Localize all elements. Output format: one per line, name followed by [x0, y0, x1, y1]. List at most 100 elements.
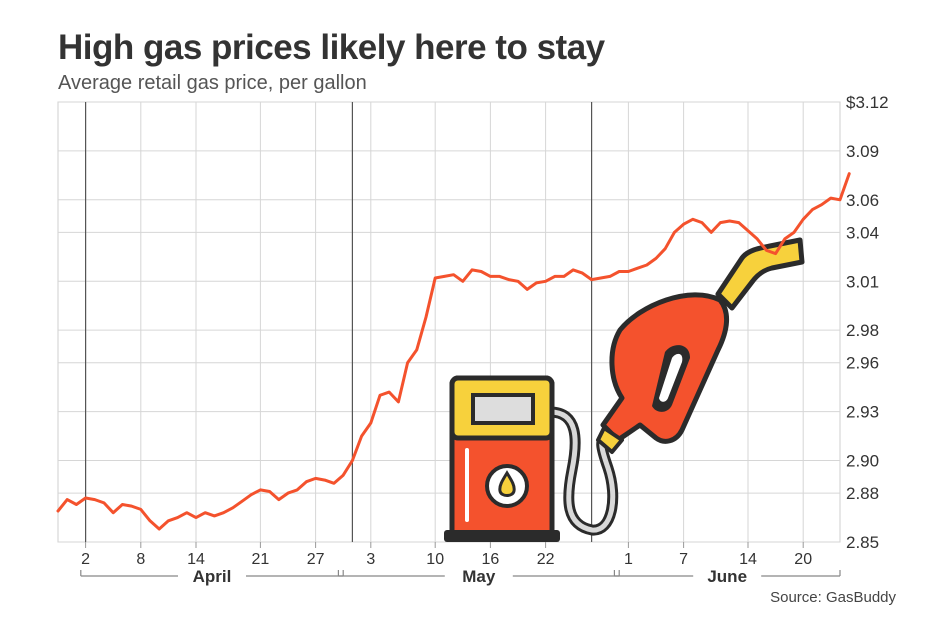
data-point [645, 263, 648, 267]
data-point [204, 511, 207, 514]
data-point [397, 400, 400, 404]
data-point [636, 267, 639, 270]
y-tick-label: 2.90 [846, 452, 879, 471]
data-point [820, 203, 823, 206]
data-point [848, 172, 851, 175]
data-point [139, 508, 142, 511]
chart-title: High gas prices likely here to stay [58, 28, 605, 67]
y-tick-label: 2.88 [846, 484, 879, 503]
data-point [424, 315, 428, 319]
data-point [737, 221, 740, 224]
month-labels: April May June [80, 567, 841, 586]
data-point [461, 280, 464, 283]
data-point [415, 348, 418, 351]
data-point [443, 275, 446, 278]
y-tick-label: 3.09 [846, 142, 879, 161]
data-point [56, 509, 60, 513]
data-point [480, 270, 483, 273]
data-point [544, 280, 547, 283]
data-point [434, 276, 437, 280]
data-point [756, 237, 759, 241]
data-point [470, 268, 474, 272]
x-tick-label: 16 [482, 551, 500, 568]
data-point [728, 219, 731, 223]
data-point [691, 218, 694, 221]
data-point [121, 503, 124, 506]
data-point [599, 276, 602, 280]
data-point [654, 257, 658, 260]
data-point [682, 223, 685, 226]
data-point [710, 231, 713, 234]
data-point [673, 231, 676, 234]
data-point [581, 271, 584, 275]
gas-price-points [56, 172, 851, 531]
data-point [526, 288, 529, 291]
data-point [627, 270, 630, 273]
x-tick-label: 27 [307, 551, 325, 568]
data-point [802, 218, 805, 221]
x-tick-label: 20 [794, 551, 812, 568]
data-point [553, 275, 556, 278]
y-tick-label: 2.93 [846, 403, 879, 422]
x-tick-label: 7 [679, 551, 688, 568]
y-tick-label: $3.12 [846, 93, 889, 112]
data-point [608, 275, 612, 278]
data-point [268, 490, 271, 493]
data-point [811, 208, 814, 211]
y-tick-label: 3.04 [846, 223, 879, 242]
data-point [296, 488, 299, 492]
x-axis-ticks: 2 8 14 21 27 3 10 16 22 1 7 14 20 [81, 542, 812, 568]
y-tick-label: 2.96 [846, 354, 879, 373]
data-point [572, 268, 575, 272]
data-point [774, 252, 777, 255]
data-point [148, 519, 152, 523]
x-tick-label: 14 [187, 551, 205, 568]
data-point [185, 511, 188, 514]
data-point [489, 275, 492, 278]
data-point [452, 273, 455, 276]
month-label: June [707, 567, 747, 586]
data-point [167, 519, 170, 523]
data-point [369, 421, 372, 425]
y-tick-label: 3.01 [846, 272, 879, 291]
data-point [102, 501, 106, 505]
data-point [222, 511, 225, 514]
x-tick-label: 22 [537, 551, 555, 568]
data-point [388, 390, 391, 394]
data-point [342, 473, 345, 477]
data-point [213, 514, 216, 518]
data-point [277, 498, 280, 501]
x-tick-label: 1 [624, 551, 633, 568]
gas-pump-icon [444, 237, 805, 542]
x-tick-label: 21 [252, 551, 270, 568]
x-tick-label: 14 [739, 551, 757, 568]
chart-subtitle: Average retail gas price, per gallon [58, 72, 367, 94]
data-point [746, 229, 750, 232]
data-point [259, 488, 262, 492]
data-point [286, 491, 290, 495]
data-point [498, 275, 501, 278]
data-point [618, 270, 621, 273]
data-point [360, 434, 363, 438]
data-point [66, 498, 69, 501]
data-point [719, 221, 722, 224]
data-point [332, 482, 336, 485]
data-point [176, 516, 179, 519]
data-point [590, 278, 593, 281]
data-point [84, 496, 87, 500]
data-point [231, 506, 234, 509]
y-tick-label: 3.06 [846, 191, 879, 210]
data-point [323, 478, 326, 482]
data-point [93, 498, 97, 501]
data-point [406, 361, 409, 364]
data-point [792, 231, 796, 234]
data-point [130, 504, 133, 508]
month-label: April [193, 567, 232, 586]
data-point [351, 459, 354, 462]
x-tick-label: 2 [81, 551, 90, 568]
x-tick-label: 10 [426, 551, 444, 568]
y-axis-ticks: $3.12 3.09 3.06 3.04 3.01 2.98 2.96 2.93 2.90 2.8… [846, 93, 889, 552]
month-boundaries [84, 102, 593, 542]
data-point [158, 527, 161, 531]
data-point [535, 281, 538, 285]
